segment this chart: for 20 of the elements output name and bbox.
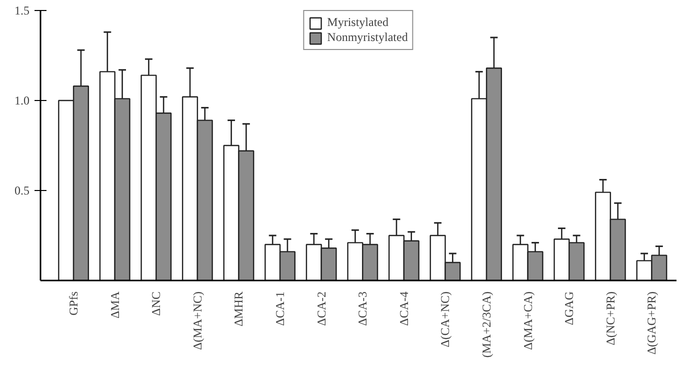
x-tick-label: Δ(NC+PR) [603, 291, 618, 346]
y-tick-label: 1.0 [14, 94, 30, 108]
legend-label: Myristylated [327, 15, 388, 30]
y-tick-label: 0.5 [14, 184, 30, 198]
x-tick-label: Δ(GAG+PR) [644, 291, 659, 355]
x-tick-label: GPfs [66, 291, 81, 316]
x-tick-label: ΔMHR [232, 291, 246, 327]
x-tick-label: ΔCA-2 [314, 291, 328, 326]
x-tick-label: ΔGAG [562, 291, 576, 326]
legend-label: Nonmyristylated [327, 30, 408, 45]
x-tick-label: Δ(MA+NC) [190, 291, 204, 350]
x-tick-label: Δ(MA+CA) [520, 291, 535, 350]
y-tick-label: 1.5 [14, 4, 30, 18]
x-tick-label: ΔNC [149, 291, 164, 316]
x-tick-label: ΔCA-4 [396, 291, 411, 326]
x-tick-label: ΔCA-1 [273, 291, 288, 326]
x-tick-label: ΔMA [108, 291, 122, 319]
x-tick-label: ΔCA-3 [356, 291, 370, 326]
x-tick-label: Δ(CA+NC) [438, 291, 452, 348]
x-tick-label: (MA+2/3CA) [480, 291, 494, 358]
